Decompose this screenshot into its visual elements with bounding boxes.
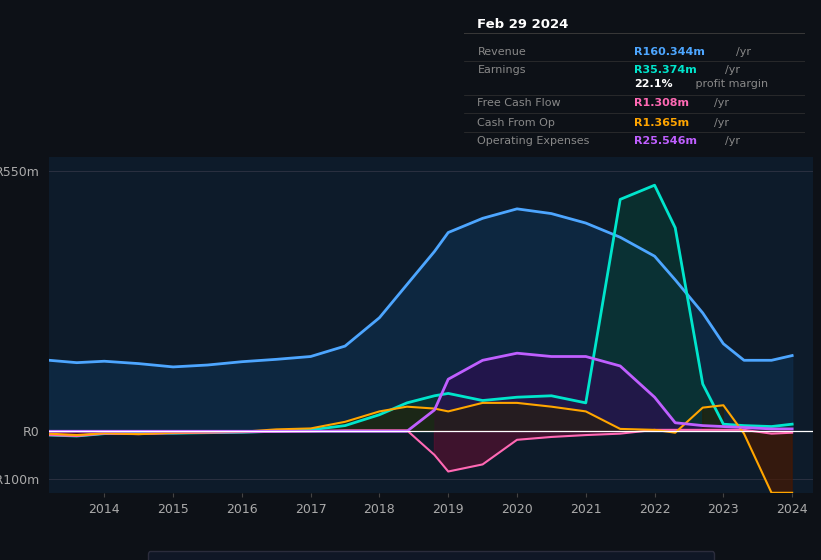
Text: /yr: /yr	[714, 118, 729, 128]
Text: Free Cash Flow: Free Cash Flow	[478, 97, 561, 108]
Text: Earnings: Earnings	[478, 66, 526, 75]
Text: R1.365m: R1.365m	[635, 118, 690, 128]
Text: /yr: /yr	[714, 97, 729, 108]
Text: Revenue: Revenue	[478, 47, 526, 57]
Text: Feb 29 2024: Feb 29 2024	[478, 18, 569, 31]
Text: /yr: /yr	[725, 66, 740, 75]
Text: R25.546m: R25.546m	[635, 136, 697, 146]
Text: Cash From Op: Cash From Op	[478, 118, 555, 128]
Text: Operating Expenses: Operating Expenses	[478, 136, 589, 146]
Text: profit margin: profit margin	[692, 79, 768, 89]
Text: /yr: /yr	[736, 47, 750, 57]
Text: 22.1%: 22.1%	[635, 79, 673, 89]
Text: R160.344m: R160.344m	[635, 47, 705, 57]
Text: R35.374m: R35.374m	[635, 66, 697, 75]
Legend: Revenue, Earnings, Free Cash Flow, Cash From Op, Operating Expenses: Revenue, Earnings, Free Cash Flow, Cash …	[148, 552, 714, 560]
Text: R1.308m: R1.308m	[635, 97, 689, 108]
Text: /yr: /yr	[725, 136, 740, 146]
